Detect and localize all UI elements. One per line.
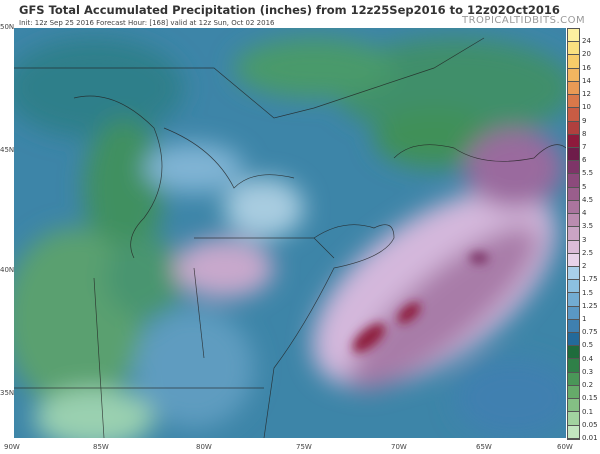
- map-title: GFS Total Accumulated Precipitation (inc…: [19, 3, 560, 17]
- colorbar-swatch: [568, 29, 579, 43]
- colorbar-label: 2.5: [582, 248, 594, 257]
- colorbar-swatch: [568, 108, 579, 122]
- colorbar-label: 0.05: [582, 420, 598, 429]
- colorbar-label: 10: [582, 103, 591, 112]
- colorbar-label: 0.01: [582, 434, 598, 442]
- colorbar-swatch: [568, 319, 579, 334]
- lat-label: 45N: [0, 146, 15, 154]
- colorbar-swatch: [568, 187, 579, 201]
- colorbar-label: 0.5: [582, 341, 594, 350]
- colorbar-label: 4.5: [582, 195, 594, 204]
- colorbar-label: 1.5: [582, 288, 594, 297]
- precipitation-map: [14, 28, 566, 438]
- colorbar-swatch: [568, 412, 579, 426]
- watermark: TROPICALTIDBITS.COM: [462, 15, 586, 26]
- colorbar-label: 20: [582, 50, 591, 59]
- colorbar-label: 14: [582, 76, 591, 85]
- colorbar-swatch: [568, 200, 579, 215]
- colorbar-swatch: [568, 55, 579, 69]
- colorbar-swatch: [568, 95, 579, 109]
- colorbar-swatch: [568, 266, 579, 281]
- colorbar-label: 0.15: [582, 394, 598, 403]
- colorbar-label: 1.75: [582, 275, 598, 284]
- lon-label: 80W: [196, 443, 212, 451]
- colorbar-label: 2: [582, 262, 587, 271]
- colorbar-label: 5.5: [582, 169, 594, 178]
- colorbar-label: 0.3: [582, 367, 594, 376]
- colorbar-swatch: [568, 372, 579, 386]
- colorbar-label: 24: [582, 37, 591, 46]
- colorbar-swatch: [568, 280, 579, 294]
- colorbar-label: 4: [582, 209, 587, 218]
- colorbar-label: 1: [582, 314, 587, 323]
- colorbar-swatch: [568, 425, 579, 439]
- lat-label: 35N: [0, 389, 15, 397]
- colorbar: [567, 28, 580, 440]
- colorbar-swatch: [568, 214, 579, 228]
- colorbar-label: 0.4: [582, 354, 594, 363]
- colorbar-swatch: [568, 227, 579, 241]
- colorbar-swatch: [568, 42, 579, 56]
- colorbar-label: 3.5: [582, 222, 594, 231]
- lon-label: 60W: [557, 443, 573, 451]
- colorbar-swatch: [568, 399, 579, 413]
- colorbar-swatch: [568, 333, 579, 347]
- lat-label: 40N: [0, 266, 15, 274]
- colorbar-swatch: [568, 161, 579, 175]
- colorbar-label: 0.1: [582, 407, 594, 416]
- lon-label: 65W: [476, 443, 492, 451]
- colorbar-label: 0.2: [582, 381, 594, 390]
- colorbar-swatch: [568, 240, 579, 254]
- colorbar-label: 12: [582, 90, 591, 99]
- map-subtitle: Init: 12z Sep 25 2016 Forecast Hour: [16…: [19, 19, 275, 27]
- colorbar-swatch: [568, 385, 579, 400]
- lon-label: 70W: [391, 443, 407, 451]
- colorbar-swatch: [568, 68, 579, 82]
- lon-label: 90W: [4, 443, 20, 451]
- lon-label: 75W: [296, 443, 312, 451]
- colorbar-label: 9: [582, 116, 587, 125]
- colorbar-label: 5: [582, 182, 587, 191]
- colorbar-swatch: [568, 306, 579, 320]
- colorbar-label: 0.75: [582, 328, 598, 337]
- colorbar-swatch: [568, 121, 579, 135]
- colorbar-label: 7: [582, 143, 587, 152]
- colorbar-swatch: [568, 147, 579, 162]
- colorbar-swatch: [568, 81, 579, 96]
- colorbar-swatch: [568, 253, 579, 267]
- colorbar-label: 6: [582, 156, 587, 165]
- colorbar-swatch: [568, 359, 579, 373]
- colorbar-swatch: [568, 293, 579, 307]
- colorbar-swatch: [568, 174, 579, 188]
- colorbar-label: 1.25: [582, 301, 598, 310]
- colorbar-label: 3: [582, 235, 587, 244]
- lon-label: 85W: [93, 443, 109, 451]
- colorbar-swatch: [568, 346, 579, 360]
- colorbar-swatch: [568, 134, 579, 148]
- colorbar-label: 16: [582, 63, 591, 72]
- colorbar-label: 8: [582, 129, 587, 138]
- lat-label: 50N: [0, 23, 15, 31]
